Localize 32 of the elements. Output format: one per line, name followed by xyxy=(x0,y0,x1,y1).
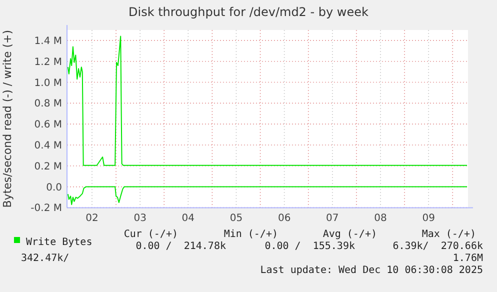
y-axis-title: Bytes/second read (-) / write (+) xyxy=(1,30,14,208)
y-tick-label: 1.2 M xyxy=(34,56,62,68)
text: 0.00 / 214.78k xyxy=(136,241,226,252)
y-tick-label: 1.0 M xyxy=(34,78,62,89)
text: 1.76M xyxy=(452,253,483,264)
text: 0.00 / 155.39k xyxy=(264,241,355,252)
text: 342.47k/ xyxy=(21,253,70,264)
x-tick-label: 09 xyxy=(422,213,435,224)
y-tick-label: 0.8 M xyxy=(34,98,62,110)
x-tick-label: 05 xyxy=(230,213,243,224)
text: Min (-/+) xyxy=(224,229,278,240)
x-tick-label: 07 xyxy=(326,213,339,224)
text: 6.39k/ 270.66k xyxy=(392,241,483,252)
x-tick-label: 02 xyxy=(86,213,98,224)
x-tick-label: 08 xyxy=(374,213,387,224)
text: Last update: Wed Dec 10 06:30:08 2025 xyxy=(260,265,483,276)
legend-label: Write Bytes xyxy=(26,237,92,248)
y-tick-label: 0.4 M xyxy=(34,140,62,152)
y-tick-label: 0.6 M xyxy=(34,120,62,131)
x-tick-label: 06 xyxy=(278,213,291,224)
y-tick-label: 0.0 xyxy=(46,182,62,194)
y-tick-label: -0.2 M xyxy=(30,203,62,214)
line-series xyxy=(67,36,468,166)
text: Cur (-/+) xyxy=(124,229,178,240)
line-series xyxy=(67,186,468,206)
y-tick-label: 1.4 M xyxy=(34,36,62,47)
y-tick-label: 0.2 M xyxy=(34,161,62,172)
x-tick-label: 04 xyxy=(182,213,195,224)
x-tick-label: 03 xyxy=(134,213,146,224)
chart-title: Disk throughput for /dev/md2 - by week xyxy=(128,5,369,19)
text: Max (-/+) xyxy=(422,229,476,240)
text: Avg (-/+) xyxy=(322,229,377,240)
